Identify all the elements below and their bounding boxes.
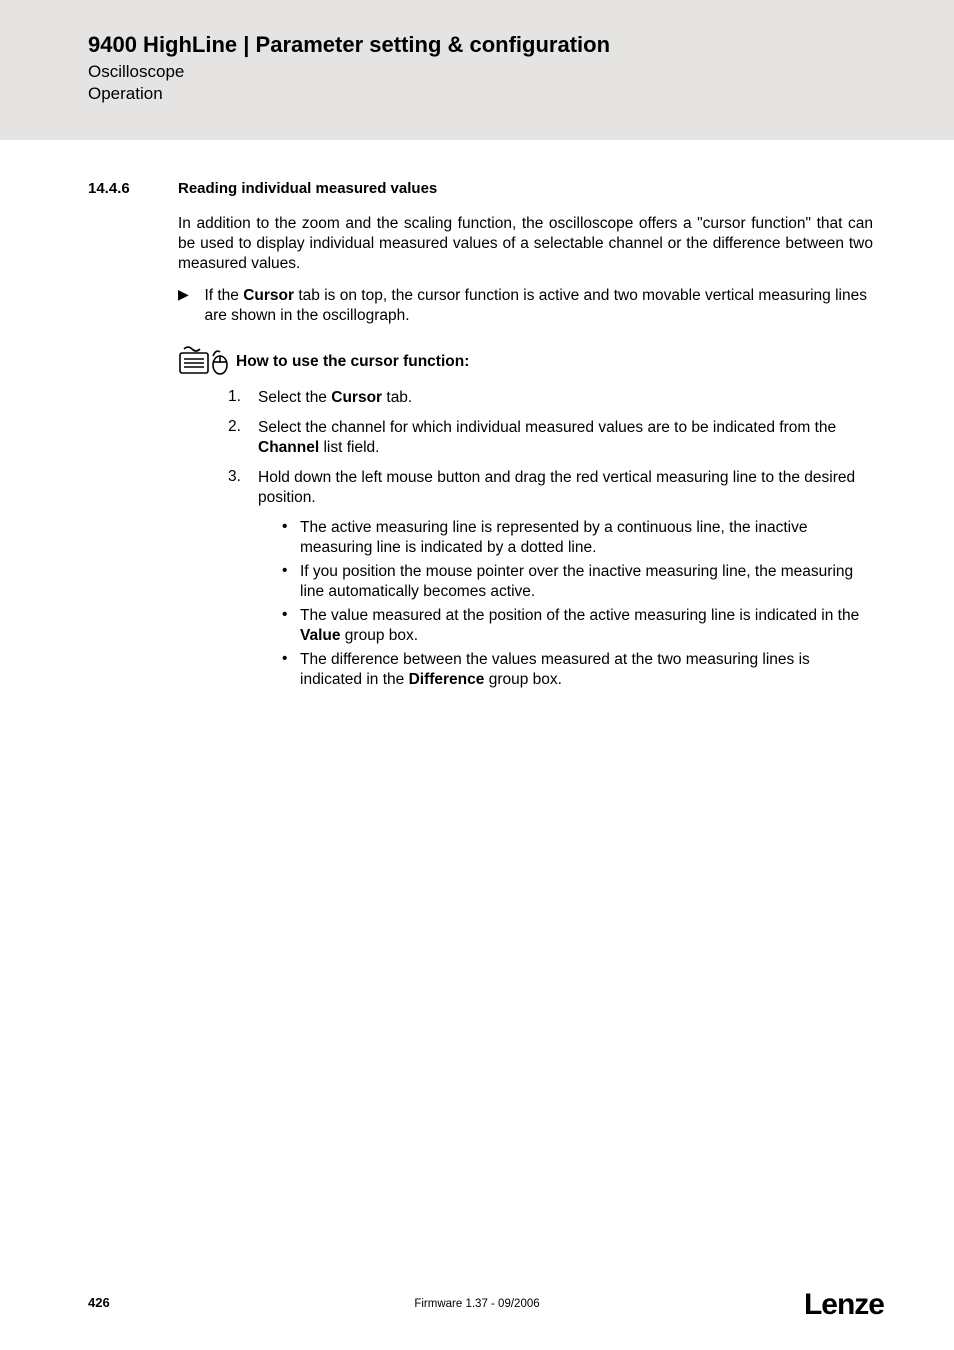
bullet-dot-icon: • [282,518,287,536]
text-fragment: Select the [258,389,331,406]
mouse-procedure-icon [178,343,230,380]
top-bullet: ▶ If the Cursor tab is on top, the curso… [178,286,873,326]
bold-term: Difference [409,671,485,688]
top-bullet-text: If the Cursor tab is on top, the cursor … [204,286,872,326]
step-number: 3. [228,468,241,486]
bold-term: Cursor [243,287,294,304]
brand-logo: Lenze [804,1288,884,1322]
text-fragment: If the [204,287,243,304]
sub-bullet-4: The difference between the values measur… [300,650,873,690]
text-fragment: tab. [382,389,412,406]
page: 9400 HighLine | Parameter setting & conf… [0,0,954,1350]
bullet-dot-icon: • [282,650,287,668]
step-1: Select the Cursor tab. [258,388,873,408]
bullet-dot-icon: • [282,606,287,624]
doc-subtitle-1: Oscilloscope [88,62,184,82]
step-3: Hold down the left mouse button and drag… [258,468,873,508]
sub-bullet-1: The active measuring line is represented… [300,518,873,558]
bullet-dot-icon: • [282,562,287,580]
sub-bullet-2: If you position the mouse pointer over t… [300,562,873,602]
intro-paragraph: In addition to the zoom and the scaling … [178,214,873,273]
text-fragment: tab is on top, the cursor function is ac… [204,287,867,324]
section-title: Reading individual measured values [178,180,437,197]
triangle-bullet-icon: ▶ [178,286,200,303]
step-2: Select the channel for which individual … [258,418,873,458]
text-fragment: group box. [484,671,562,688]
section-number: 14.4.6 [88,180,130,197]
step-number: 1. [228,388,241,406]
text-fragment: The value measured at the position of th… [300,607,859,624]
text-fragment: group box. [341,627,419,644]
doc-title: 9400 HighLine | Parameter setting & conf… [88,32,610,58]
step-number: 2. [228,418,241,436]
text-fragment: Hold down the left mouse button and drag… [258,469,855,506]
doc-subtitle-2: Operation [88,84,163,104]
sub-bullet-3: The value measured at the position of th… [300,606,873,646]
bold-term: Value [300,627,341,644]
bold-term: Cursor [331,389,382,406]
text-fragment: Select the channel for which individual … [258,419,836,436]
bold-term: Channel [258,439,319,456]
howto-label: How to use the cursor function: [236,353,469,371]
text-fragment: list field. [319,439,379,456]
